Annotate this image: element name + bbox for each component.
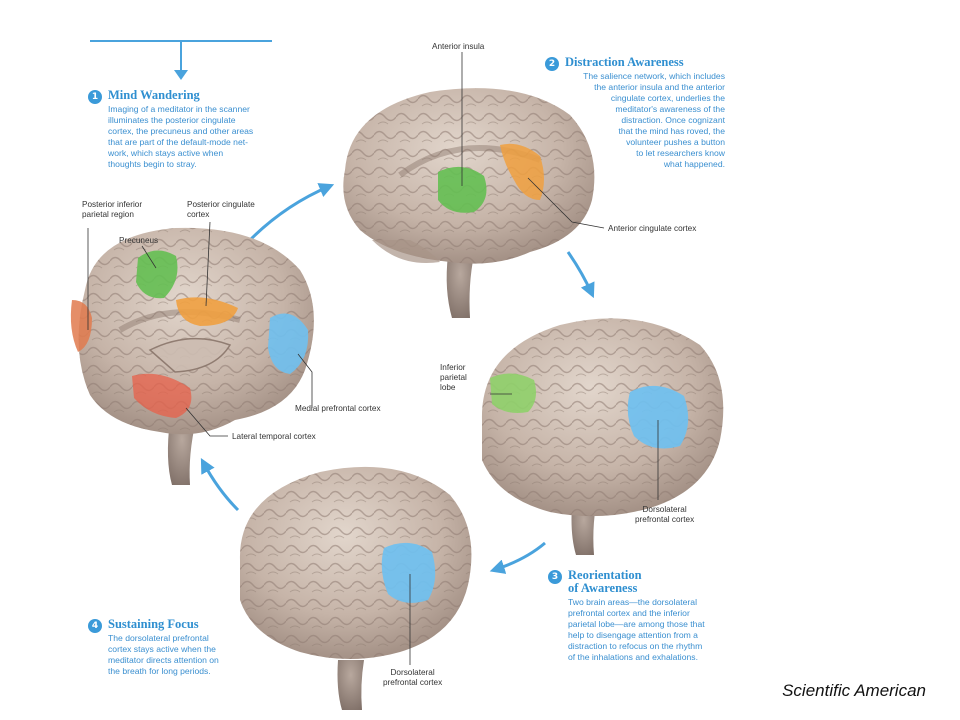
step-4-sustaining-focus: 4 Sustaining Focus The dorsolateral pref… bbox=[88, 618, 219, 677]
region-medial-prefrontal bbox=[268, 313, 309, 374]
arrow-2-to-3 bbox=[566, 251, 595, 299]
label-dorsolateral-prefrontal-4: Dorsolateral prefrontal cortex bbox=[383, 668, 443, 687]
step-3-title: Reorientation of Awareness bbox=[568, 568, 642, 595]
arrow-3-to-4 bbox=[489, 541, 546, 574]
region-anterior-insula bbox=[438, 166, 487, 213]
brain-medial-2 bbox=[343, 88, 595, 318]
brain-lateral-4 bbox=[239, 466, 472, 710]
arrow-1-to-2 bbox=[248, 183, 335, 242]
label-anterior-insula: Anterior insula bbox=[432, 42, 485, 51]
label-lateral-temporal: Lateral temporal cortex bbox=[232, 432, 316, 441]
region-precuneus bbox=[136, 250, 178, 299]
step-2-title: Distraction Awareness bbox=[565, 55, 684, 69]
credit-text: Scientific American bbox=[782, 681, 926, 700]
entry-arrow bbox=[90, 40, 272, 80]
region-lateral-temporal bbox=[132, 373, 192, 418]
label-posterior-cingulate: Posterior cingulate cortex bbox=[187, 200, 255, 219]
region-dorsolateral-prefrontal-4 bbox=[381, 542, 436, 603]
label-posterior-inferior-parietal: Posterior inferior parietal region bbox=[82, 200, 143, 219]
step-1-description: Imaging of a meditator in the scanner il… bbox=[108, 104, 254, 169]
step-4-description: The dorsolateral prefrontal cortex stays… bbox=[108, 633, 219, 676]
step-3-badge: 3 bbox=[548, 570, 562, 584]
step-1-badge: 1 bbox=[88, 90, 102, 104]
step-3-reorientation: 3 Reorientation of Awareness Two brain a… bbox=[548, 569, 705, 663]
step-4-title: Sustaining Focus bbox=[108, 617, 199, 631]
step-2-description: The salience network, which includes the… bbox=[583, 71, 725, 169]
region-anterior-cingulate bbox=[500, 143, 544, 200]
step-4-badge: 4 bbox=[88, 619, 102, 633]
step-1-mind-wandering: 1 Mind Wandering Imaging of a meditator … bbox=[88, 89, 253, 170]
step-2-distraction-awareness: 2 Distraction Awareness The salience net… bbox=[545, 56, 725, 170]
step-2-badge: 2 bbox=[545, 57, 559, 71]
arrow-4-to-1 bbox=[200, 458, 240, 512]
label-dorsolateral-prefrontal-3: Dorsolateral prefrontal cortex bbox=[635, 505, 695, 524]
region-inferior-parietal bbox=[490, 373, 536, 413]
label-precuneus: Precuneus bbox=[119, 236, 159, 245]
region-posterior-cingulate bbox=[176, 297, 238, 326]
leader-lines bbox=[87, 52, 659, 665]
brain-lateral-3 bbox=[481, 318, 724, 555]
brain-medial-1 bbox=[70, 227, 314, 485]
region-posterior-inferior-parietal bbox=[70, 300, 92, 352]
label-medial-prefrontal: Medial prefrontal cortex bbox=[295, 404, 381, 413]
label-inferior-parietal: Inferior parietal lobe bbox=[440, 363, 467, 392]
step-1-title: Mind Wandering bbox=[108, 88, 200, 102]
step-3-description: Two brain areas—the dorsolateral prefron… bbox=[568, 597, 705, 662]
region-dorsolateral-prefrontal-3 bbox=[627, 385, 689, 449]
label-anterior-cingulate: Anterior cingulate cortex bbox=[608, 224, 697, 233]
